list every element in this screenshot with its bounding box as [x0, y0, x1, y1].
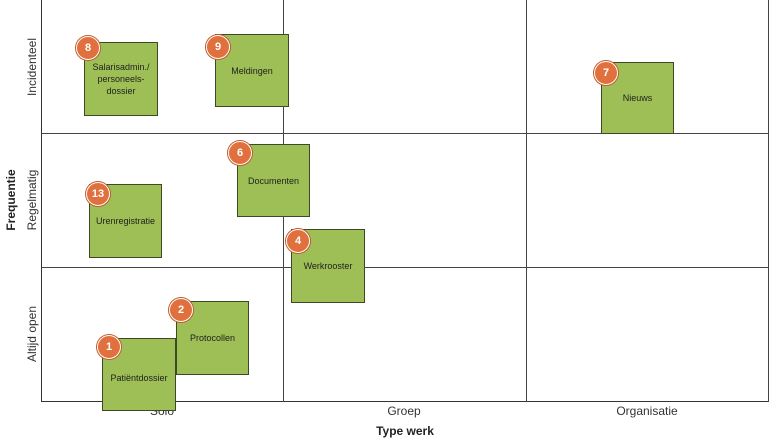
- grid-line-horizontal-2: [41, 267, 768, 268]
- card-salarisadmin[interactable]: Salarisadmin./ personeels- dossier: [84, 42, 158, 116]
- x-axis-title: Type werk: [376, 424, 434, 438]
- y-axis-line: [41, 0, 42, 402]
- card-urenregistratie[interactable]: Urenregistratie: [89, 184, 162, 258]
- x-axis-line: [41, 401, 768, 402]
- row-label-incidenteel: Incidenteel: [25, 37, 39, 97]
- badge-7: 7: [594, 61, 618, 85]
- y-axis-title: Frequentie: [4, 169, 18, 231]
- badge-6: 6: [228, 141, 252, 165]
- row-label-regelmatig: Regelmatig: [25, 169, 39, 231]
- grid-line-vertical-3: [768, 0, 769, 402]
- badge-9: 9: [206, 35, 230, 59]
- badge-13: 13: [86, 182, 110, 206]
- badge-4: 4: [286, 229, 310, 253]
- grid-line-vertical-2: [526, 0, 527, 402]
- badge-2: 2: [169, 298, 193, 322]
- column-label-organisatie: Organisatie: [616, 404, 678, 418]
- grid-line-horizontal-1: [41, 133, 768, 134]
- card-meldingen[interactable]: Meldingen: [215, 34, 289, 107]
- row-label-altijd-open: Altijd open: [25, 305, 39, 363]
- badge-8: 8: [76, 36, 100, 60]
- badge-1: 1: [97, 335, 121, 359]
- column-label-groep: Groep: [387, 404, 421, 418]
